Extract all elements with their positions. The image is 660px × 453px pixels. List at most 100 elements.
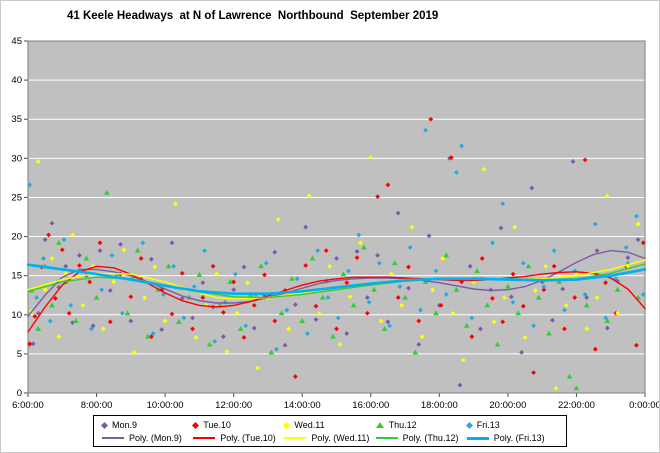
scatter-point bbox=[594, 248, 600, 254]
scatter-point bbox=[73, 318, 79, 324]
scatter-point bbox=[149, 256, 154, 262]
scatter-point bbox=[469, 315, 475, 321]
scatter-point bbox=[278, 310, 285, 316]
scatter-point bbox=[570, 159, 576, 164]
scatter-point bbox=[378, 318, 384, 324]
scatter-point bbox=[42, 237, 48, 243]
scatter-point bbox=[347, 294, 353, 300]
scatter-point bbox=[443, 252, 449, 258]
scatter-point bbox=[478, 326, 483, 332]
scatter-point bbox=[519, 349, 524, 355]
scatter-point bbox=[640, 292, 646, 297]
scatter-point bbox=[388, 271, 394, 277]
scatter-point bbox=[500, 319, 506, 325]
scatter-point bbox=[615, 310, 620, 316]
legend-label: Tue.10 bbox=[203, 420, 231, 430]
scatter-point bbox=[220, 334, 226, 340]
scatter-point bbox=[109, 252, 115, 258]
y-tick-label: 35 bbox=[11, 114, 22, 125]
scatter-point bbox=[227, 278, 234, 284]
legend-item-Poly. (Wed.11): Poly. (Wed.11) bbox=[284, 433, 375, 443]
scatter-point bbox=[47, 318, 53, 324]
scatter-point bbox=[196, 271, 203, 277]
scatter-point bbox=[176, 318, 182, 324]
scatter-point bbox=[41, 256, 46, 261]
scatter-point bbox=[214, 271, 219, 277]
legend-label: Poly. (Mon.9) bbox=[129, 433, 182, 443]
scatter-point bbox=[450, 310, 456, 316]
scatter-point bbox=[128, 294, 134, 300]
scatter-point bbox=[202, 248, 207, 254]
scatter-point bbox=[49, 302, 55, 308]
scatter-point bbox=[316, 311, 322, 317]
scatter-point bbox=[640, 240, 646, 246]
scatter-point bbox=[406, 264, 411, 270]
scatter-point bbox=[118, 241, 123, 247]
line-marker-icon bbox=[193, 437, 216, 439]
legend-label: Poly. (Wed.11) bbox=[311, 433, 370, 443]
scatter-point bbox=[634, 213, 639, 219]
scatter-point bbox=[448, 155, 454, 160]
scatter-point bbox=[83, 255, 90, 261]
scatter-point bbox=[407, 245, 413, 250]
scatter-point bbox=[66, 310, 72, 316]
scatter-point bbox=[583, 302, 590, 308]
plot-border bbox=[27, 40, 646, 394]
scatter-point bbox=[531, 370, 536, 376]
scatter-point bbox=[303, 263, 309, 268]
scatter-point bbox=[438, 302, 444, 308]
scatter-point bbox=[550, 317, 555, 323]
scatter-point bbox=[134, 247, 141, 253]
scatter-point bbox=[508, 294, 514, 300]
scatter-point bbox=[344, 331, 350, 336]
scatter-point bbox=[573, 385, 580, 391]
scatter-point bbox=[241, 264, 247, 270]
scatter-point bbox=[541, 287, 547, 293]
scatter-point bbox=[604, 193, 610, 199]
x-tick-label: 0:00:00 bbox=[629, 400, 659, 411]
scatter-point bbox=[289, 275, 295, 281]
scatter-point bbox=[334, 256, 339, 261]
scatter-series-Wed.11 bbox=[29, 155, 641, 391]
scatter-point bbox=[107, 288, 113, 293]
scatter-point bbox=[469, 334, 475, 340]
scatter-point bbox=[282, 342, 288, 348]
scatter-point bbox=[346, 268, 351, 274]
scatter-point bbox=[406, 285, 411, 291]
scatter-point bbox=[510, 299, 516, 305]
scatter-point bbox=[97, 240, 103, 246]
scatter-point bbox=[231, 287, 237, 293]
scatter-point bbox=[49, 220, 55, 226]
scatter-point bbox=[274, 346, 279, 352]
scatter-point bbox=[237, 325, 244, 331]
scatter-point bbox=[457, 382, 463, 388]
scatter-point bbox=[142, 295, 147, 300]
scatter-point bbox=[350, 302, 357, 308]
scatter-point bbox=[371, 286, 378, 292]
scatter-point bbox=[325, 295, 331, 300]
scatter-point bbox=[255, 365, 261, 371]
legend-item-Poly. (Thu.12): Poly. (Thu.12) bbox=[375, 433, 467, 443]
scatter-point bbox=[582, 292, 588, 297]
scatter-point bbox=[34, 295, 39, 300]
scatter-point bbox=[443, 292, 449, 297]
scatter-point bbox=[376, 260, 382, 266]
scatter-point bbox=[244, 280, 250, 286]
scatter-point bbox=[551, 248, 557, 254]
scatter-point bbox=[453, 286, 460, 292]
scatter-point bbox=[263, 260, 269, 266]
scatter-point bbox=[327, 263, 333, 269]
diamond-marker-icon bbox=[283, 421, 291, 429]
scatter-point bbox=[543, 263, 548, 269]
legend-item-Tue.10: Tue.10 bbox=[192, 420, 284, 430]
scatter-point bbox=[63, 263, 69, 269]
scatter-point bbox=[284, 307, 290, 313]
scatter-point bbox=[560, 286, 566, 292]
scatter-point bbox=[206, 341, 213, 347]
scatter-point bbox=[553, 385, 559, 391]
y-tick-label: 20 bbox=[11, 232, 22, 243]
legend-item-Poly. (Fri.13): Poly. (Fri.13) bbox=[466, 433, 558, 443]
legend-item-Fri.13: Fri.13 bbox=[465, 420, 558, 430]
scatter-point bbox=[32, 313, 38, 319]
scatter-point bbox=[169, 240, 175, 246]
